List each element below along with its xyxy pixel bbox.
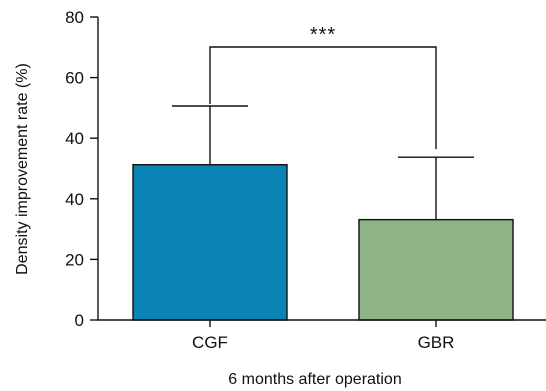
significance-bracket: *** <box>209 24 437 150</box>
significance-label: *** <box>310 24 336 46</box>
y-tick-label: 40 <box>65 129 84 148</box>
x-axis: CGF GBR <box>98 319 546 352</box>
x-axis-title: 6 months after operation <box>228 371 401 388</box>
y-axis: 0 20 40 40 60 80 <box>65 8 99 330</box>
bracket-line <box>209 46 437 150</box>
bar-cgf <box>132 164 288 321</box>
y-tick-label: 60 <box>65 69 84 88</box>
x-tick-label: GBR <box>418 333 455 352</box>
bar-gbr <box>358 218 514 321</box>
bars <box>132 105 514 321</box>
y-tick-label: 40 <box>65 190 84 209</box>
y-axis-title: Density improvement rate (%) <box>14 63 31 275</box>
y-tick-label: 20 <box>65 250 84 269</box>
y-tick-label: 0 <box>75 311 84 330</box>
y-tick-label: 80 <box>65 8 84 27</box>
x-tick-label: CGF <box>192 333 228 352</box>
